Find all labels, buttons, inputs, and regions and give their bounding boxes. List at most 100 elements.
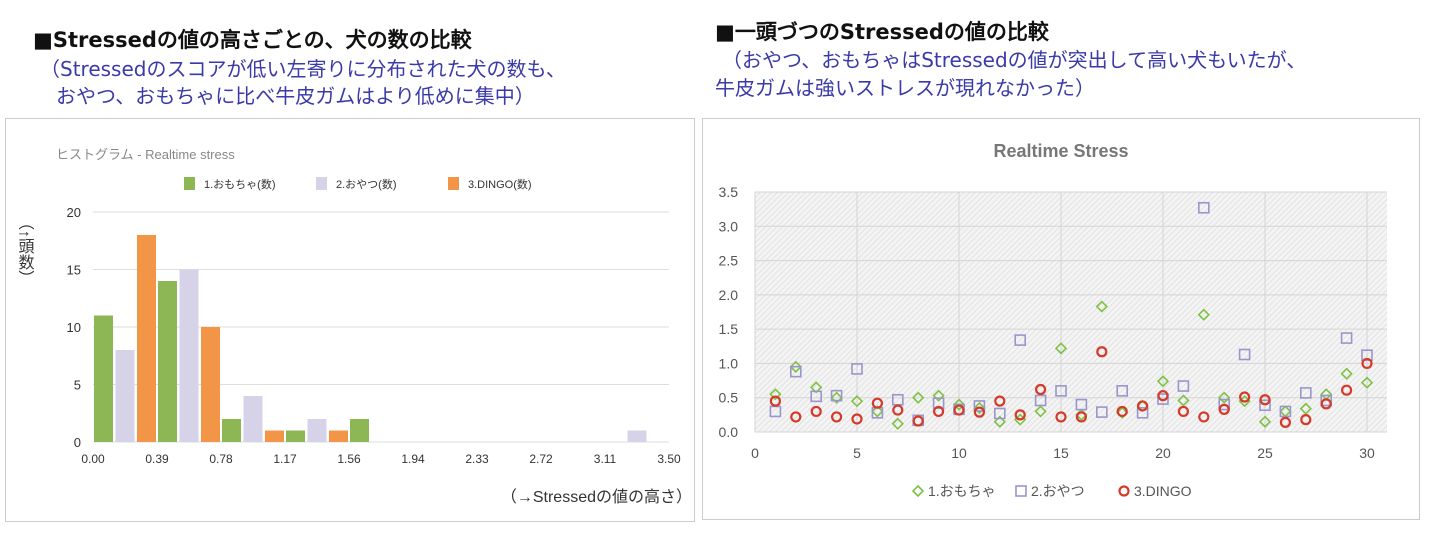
data-point bbox=[790, 365, 802, 378]
data-point bbox=[993, 407, 1006, 420]
histogram-bar bbox=[158, 281, 177, 442]
x-tick-label: 10 bbox=[951, 445, 967, 461]
x-tick-label: 2.33 bbox=[465, 452, 489, 466]
data-point bbox=[1320, 394, 1333, 407]
histogram-bar bbox=[243, 396, 263, 442]
data-point bbox=[1116, 385, 1129, 397]
x-tick-label: 5 bbox=[853, 445, 861, 461]
y-tick-label: 2.5 bbox=[719, 253, 739, 269]
legend-label: 3.DINGO bbox=[1134, 483, 1192, 499]
data-point bbox=[1259, 394, 1271, 406]
data-point bbox=[1075, 411, 1087, 423]
data-point bbox=[831, 411, 843, 423]
histogram-xlabel: （→Stressedの値の高さ） bbox=[501, 488, 692, 506]
data-point bbox=[1238, 348, 1251, 361]
legend-label: 2.おやつ bbox=[1031, 483, 1085, 499]
data-point bbox=[1197, 201, 1210, 214]
data-point bbox=[1197, 308, 1210, 321]
histogram-bar bbox=[137, 235, 156, 442]
legend-swatch bbox=[448, 177, 459, 190]
data-point bbox=[1054, 342, 1068, 355]
data-point bbox=[871, 397, 883, 409]
data-point bbox=[810, 405, 822, 418]
y-tick-label: 3.0 bbox=[719, 218, 739, 234]
legend-marker bbox=[1015, 485, 1027, 497]
data-point bbox=[1259, 399, 1271, 412]
data-point bbox=[1218, 391, 1231, 404]
data-point bbox=[1035, 383, 1047, 396]
scatter-title: Realtime Stress bbox=[993, 141, 1128, 161]
y-tick-label: 20 bbox=[67, 205, 81, 220]
data-point bbox=[810, 381, 823, 394]
scatter-chart: Realtime Stress 0.0 0.5 1.0 1.5 2.0 2.5 3.0 3.5… bbox=[719, 141, 1387, 499]
data-point bbox=[1360, 376, 1374, 389]
data-point bbox=[1299, 402, 1312, 415]
data-point bbox=[1096, 346, 1108, 358]
data-point bbox=[1177, 394, 1190, 407]
y-tick-label: 1.5 bbox=[719, 321, 739, 337]
legend-marker bbox=[911, 484, 925, 498]
x-tick-label: 3.50 bbox=[657, 452, 681, 466]
scatter-panel: Realtime Stress 0.0 0.5 1.0 1.5 2.0 2.5 3.0 3.5… bbox=[702, 118, 1420, 520]
data-point bbox=[1218, 398, 1231, 411]
data-point bbox=[953, 404, 965, 416]
histogram-bar bbox=[179, 269, 199, 442]
data-point bbox=[1279, 416, 1292, 428]
data-point bbox=[994, 395, 1006, 407]
data-point bbox=[1177, 405, 1189, 418]
x-tick-label: 3.11 bbox=[594, 452, 617, 466]
data-point bbox=[912, 415, 924, 427]
histogram-bar bbox=[94, 315, 113, 442]
data-point bbox=[952, 398, 966, 411]
y-tick-label: 10 bbox=[67, 320, 81, 335]
data-point bbox=[1340, 332, 1353, 344]
data-point bbox=[1157, 393, 1169, 405]
data-point bbox=[769, 395, 782, 407]
y-tick-label: 5 bbox=[74, 378, 81, 393]
x-tick-label: 1.17 bbox=[273, 452, 297, 466]
data-point bbox=[790, 411, 802, 423]
histogram-bar bbox=[286, 430, 305, 442]
histogram-bar bbox=[201, 327, 220, 442]
data-point bbox=[892, 404, 904, 416]
histogram-bar bbox=[627, 430, 647, 442]
data-point bbox=[1340, 367, 1353, 380]
histogram-bar bbox=[222, 419, 241, 442]
y-tick-label: 3.5 bbox=[719, 184, 739, 200]
data-point bbox=[1095, 406, 1108, 418]
x-tick-label: 0 bbox=[751, 445, 759, 461]
histogram-ylabel: （↑頭数） bbox=[16, 214, 35, 286]
x-tick-label: 25 bbox=[1257, 445, 1273, 461]
data-point bbox=[912, 391, 925, 404]
y-tick-label: 2.0 bbox=[719, 287, 739, 303]
data-point bbox=[1055, 385, 1067, 397]
data-point bbox=[1361, 357, 1373, 370]
y-tick-label: 0 bbox=[74, 435, 81, 450]
x-tick-label: 0.39 bbox=[145, 452, 169, 466]
right-note-line2: 牛皮ガムは強いストレスが現れなかった） bbox=[715, 76, 1095, 100]
data-point bbox=[1156, 375, 1170, 388]
data-point bbox=[932, 397, 945, 410]
y-tick-label: 1.0 bbox=[719, 355, 739, 371]
histogram-bar bbox=[307, 419, 327, 442]
histogram-panel: ヒストグラム - Realtime stress （→Stressedの値の高さ… bbox=[5, 118, 695, 522]
data-point bbox=[891, 417, 904, 430]
data-point bbox=[850, 395, 864, 408]
x-tick-label: 30 bbox=[1359, 445, 1375, 461]
data-point bbox=[1075, 398, 1088, 411]
data-point bbox=[932, 389, 945, 402]
x-tick-label: 1.56 bbox=[337, 452, 361, 466]
x-tick-label: 0.78 bbox=[209, 452, 233, 466]
data-point bbox=[1177, 380, 1190, 392]
data-point bbox=[1218, 403, 1230, 415]
histogram-bar bbox=[329, 430, 348, 442]
data-point bbox=[851, 413, 863, 425]
legend-swatch bbox=[316, 177, 327, 190]
legend-marker bbox=[1118, 485, 1130, 497]
x-tick-label: 2.72 bbox=[529, 452, 553, 466]
data-point bbox=[1014, 334, 1027, 346]
x-tick-label: 1.94 bbox=[401, 452, 425, 466]
data-point bbox=[769, 388, 782, 401]
data-point bbox=[1198, 411, 1210, 423]
data-point bbox=[810, 390, 822, 403]
